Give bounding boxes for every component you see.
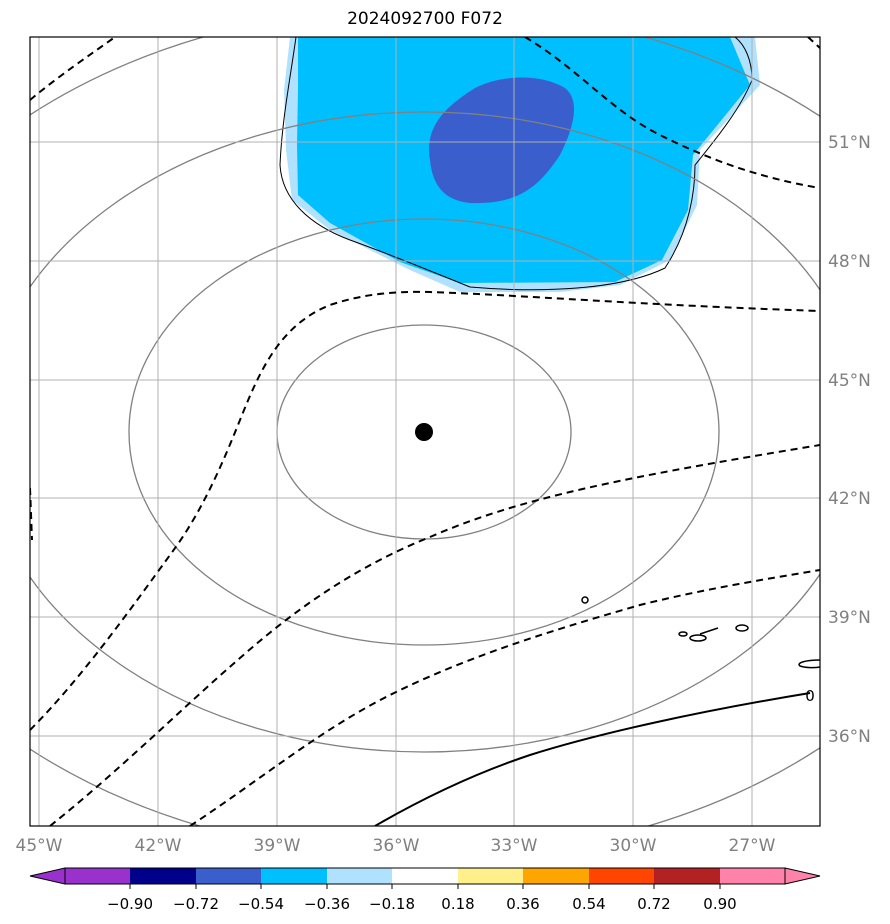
contour-blob (699, 627, 719, 635)
lat-label: 36°N (828, 727, 871, 747)
contour-blob (678, 631, 688, 637)
dashed-contour (30, 37, 116, 101)
lat-label: 42°N (828, 489, 871, 509)
colorbar-tick-label: −0.36 (304, 895, 350, 913)
map-title: 2024092700 F072 (347, 9, 503, 29)
dashed-contour (30, 487, 33, 541)
lat-label: 48°N (828, 252, 871, 272)
colorbar-bin (392, 868, 458, 884)
colorbar-frame (64, 867, 786, 885)
colorbar-tick-label: −0.54 (238, 895, 284, 913)
colorbar-tick-label: 0.36 (506, 895, 539, 913)
dashed-contours (30, 37, 820, 826)
colorbar-bin (654, 868, 720, 884)
colorbar-tick-label: −0.18 (369, 895, 415, 913)
anomaly-area-royal-blue (429, 77, 575, 204)
colorbar-bin (458, 868, 523, 884)
lat-label: 45°N (828, 371, 871, 391)
distance-ring-3 (30, 111, 820, 753)
contour-blob (798, 659, 820, 669)
colorbar-bin (196, 868, 261, 884)
colorbar-extend-high (784, 867, 821, 885)
colorbar-tick-label: 0.72 (637, 895, 670, 913)
lon-labels: 45°W 42°W 39°W 36°W 33°W 30°W 27°W (16, 836, 776, 856)
colorbar-bin (261, 868, 327, 884)
lon-label: 45°W (16, 836, 63, 856)
small-contours (581, 596, 820, 669)
colorbar-bin (65, 868, 130, 884)
lat-label: 39°N (828, 608, 871, 628)
contour-blob (735, 624, 749, 632)
colorbar-extend-low (29, 867, 66, 885)
contour-blob (689, 634, 707, 642)
lon-label: 42°W (135, 836, 182, 856)
colorbar-tick-label: −0.72 (173, 895, 219, 913)
colorbar-bin (589, 868, 654, 884)
lon-label: 27°W (729, 836, 776, 856)
colorbar-bin (130, 868, 196, 884)
colorbar: −0.90 −0.72 −0.54 −0.36 −0.18 0.18 0.36 … (29, 867, 821, 913)
colorbar-tick-label: 0.18 (441, 895, 474, 913)
lat-labels: 51°N 48°N 45°N 42°N 39°N 36°N (828, 133, 871, 747)
colorbar-bin (720, 868, 785, 884)
colorbar-tick-label: 0.54 (572, 895, 605, 913)
colorbar-bin (523, 868, 589, 884)
dashed-contour (524, 37, 820, 189)
map-frame (29, 36, 821, 827)
lat-label: 51°N (828, 133, 871, 153)
colorbar-tick-labels: −0.90 −0.72 −0.54 −0.36 −0.18 0.18 0.36 … (107, 895, 737, 913)
distance-ring-2 (128, 218, 720, 646)
anomaly-shading (284, 37, 760, 292)
colorbar-tick-label: −0.90 (107, 895, 153, 913)
dashed-contour (189, 569, 820, 826)
lon-label: 39°W (254, 836, 301, 856)
storm-center-marker (415, 423, 433, 441)
lon-label: 33°W (491, 836, 538, 856)
lon-label: 36°W (373, 836, 420, 856)
dashed-contour (49, 444, 820, 826)
colorbar-tick-label: 0.90 (703, 895, 736, 913)
lon-label: 30°W (610, 836, 657, 856)
dashed-contour (30, 290, 820, 731)
contour-label: 0 (805, 687, 815, 705)
dashed-contour (807, 37, 820, 49)
solid-contour (374, 692, 811, 826)
colorbar-bin (327, 868, 392, 884)
gridlines (30, 37, 820, 826)
contour-blob (581, 596, 589, 604)
map-panel: 0 (30, 37, 820, 826)
colorbar-ticks (129, 884, 721, 889)
anomaly-outline (279, 37, 753, 291)
